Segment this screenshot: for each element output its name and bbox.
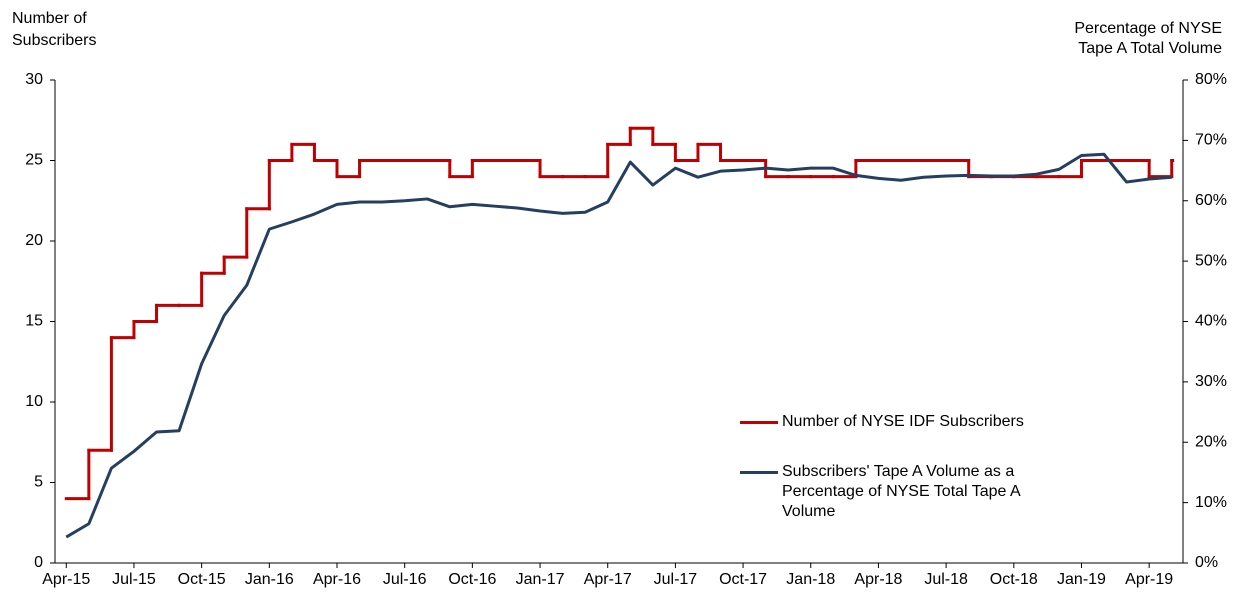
y-axis-title: Subscribers [12,32,96,49]
legend-entry: Subscribers' Tape A Volume as a Percenta… [740,462,1062,522]
y-tick-label: 0 [34,554,43,571]
y2-axis-title: Tape A Total Volume [1078,40,1222,57]
y2-axis-title: Percentage of NYSE [1074,20,1222,37]
y2-tick-label: 30% [1195,373,1227,390]
x-tick-label: Jul-15 [112,571,156,588]
y2-tick-label: 0% [1195,554,1218,571]
legend-entry: Number of NYSE IDF Subscribers [740,412,1070,432]
x-tick-label: Oct-16 [448,571,496,588]
y-axis-title: Number of [12,10,87,27]
x-tick-label: Apr-15 [42,571,90,588]
x-tick-label: Apr-17 [584,571,632,588]
legend-swatch [740,421,778,424]
x-tick-label: Jan-17 [516,571,565,588]
x-tick-label: Jul-16 [383,571,427,588]
x-tick-label: Oct-18 [990,571,1038,588]
x-tick-label: Apr-16 [313,571,361,588]
x-tick-label: Jul-18 [924,571,968,588]
y2-tick-label: 50% [1195,252,1227,269]
x-tick-label: Oct-17 [719,571,767,588]
x-tick-label: Jan-18 [786,571,835,588]
legend-label: Subscribers' Tape A Volume as a Percenta… [782,463,1020,520]
x-tick-label: Jan-19 [1057,571,1106,588]
y-tick-label: 10 [25,393,43,410]
legend: Number of NYSE IDF Subscribers Subscriber… [740,412,1070,552]
y-tick-label: 30 [25,71,43,88]
x-tick-label: Jul-17 [654,571,698,588]
x-tick-label: Oct-15 [178,571,226,588]
y2-tick-label: 80% [1195,71,1227,88]
y2-tick-label: 60% [1195,192,1227,209]
y2-tick-label: 10% [1195,494,1227,511]
y-tick-label: 20 [25,232,43,249]
x-tick-label: Apr-19 [1125,571,1173,588]
legend-label: Number of NYSE IDF Subscribers [782,413,1024,430]
y-tick-label: 5 [34,474,43,491]
y2-tick-label: 40% [1195,313,1227,330]
x-tick-label: Apr-18 [854,571,902,588]
y2-tick-label: 70% [1195,132,1227,149]
y-tick-label: 15 [25,313,43,330]
y2-tick-label: 20% [1195,433,1227,450]
legend-swatch [740,471,778,474]
x-tick-label: Jan-16 [245,571,294,588]
series-line [65,152,1172,539]
y-tick-label: 25 [25,152,43,169]
